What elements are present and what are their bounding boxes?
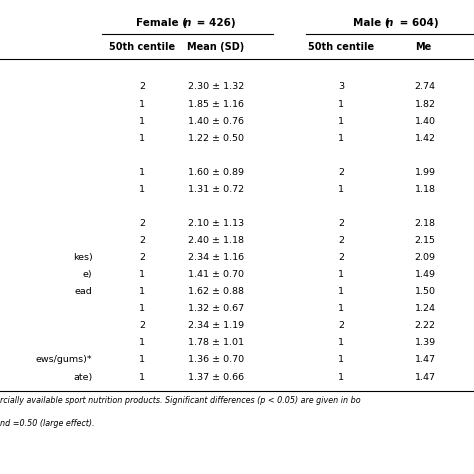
Text: Female (: Female ( — [136, 18, 187, 27]
Text: 1: 1 — [338, 270, 344, 279]
Text: kes): kes) — [73, 253, 92, 262]
Text: 1: 1 — [338, 373, 344, 382]
Text: ate): ate) — [73, 373, 92, 382]
Text: ews/gums)*: ews/gums)* — [36, 356, 92, 365]
Text: 1.40 ± 0.76: 1.40 ± 0.76 — [188, 117, 244, 126]
Text: 50th centile: 50th centile — [308, 42, 374, 52]
Text: 2: 2 — [139, 219, 145, 228]
Text: 1.41 ± 0.70: 1.41 ± 0.70 — [188, 270, 244, 279]
Text: rcially available sport nutrition products. Significant differences (p < 0.05) a: rcially available sport nutrition produc… — [0, 396, 361, 405]
Text: 1.99: 1.99 — [415, 168, 436, 177]
Text: n: n — [183, 18, 191, 27]
Text: 2.22: 2.22 — [415, 321, 436, 330]
Text: ead: ead — [75, 287, 92, 296]
Text: 2: 2 — [338, 253, 344, 262]
Text: 1: 1 — [338, 185, 344, 194]
Text: 2: 2 — [338, 236, 344, 245]
Text: 1.47: 1.47 — [415, 373, 436, 382]
Text: 1: 1 — [338, 117, 344, 126]
Text: 1: 1 — [139, 185, 145, 194]
Text: 1.36 ± 0.70: 1.36 ± 0.70 — [188, 356, 244, 365]
Text: 2: 2 — [139, 236, 145, 245]
Text: 1.78 ± 1.01: 1.78 ± 1.01 — [188, 338, 244, 347]
Text: = 604): = 604) — [396, 18, 438, 27]
Text: 3: 3 — [338, 82, 344, 91]
Text: 2: 2 — [338, 168, 344, 177]
Text: 1.32 ± 0.67: 1.32 ± 0.67 — [188, 304, 244, 313]
Text: 1.47: 1.47 — [415, 356, 436, 365]
Text: e): e) — [83, 270, 92, 279]
Text: 1.31 ± 0.72: 1.31 ± 0.72 — [188, 185, 244, 194]
Text: 1: 1 — [338, 304, 344, 313]
Text: 1.60 ± 0.89: 1.60 ± 0.89 — [188, 168, 244, 177]
Text: 2.15: 2.15 — [415, 236, 436, 245]
Text: 2.40 ± 1.18: 2.40 ± 1.18 — [188, 236, 244, 245]
Text: 2.34 ± 1.16: 2.34 ± 1.16 — [188, 253, 244, 262]
Text: 1.39: 1.39 — [415, 338, 436, 347]
Text: 1.37 ± 0.66: 1.37 ± 0.66 — [188, 373, 244, 382]
Text: 1.40: 1.40 — [415, 117, 436, 126]
Text: n: n — [386, 18, 393, 27]
Text: 1: 1 — [139, 356, 145, 365]
Text: 2: 2 — [139, 321, 145, 330]
Text: 1.22 ± 0.50: 1.22 ± 0.50 — [188, 134, 244, 143]
Text: 1: 1 — [139, 287, 145, 296]
Text: 1: 1 — [139, 134, 145, 143]
Text: Male (: Male ( — [353, 18, 390, 27]
Text: 1.62 ± 0.88: 1.62 ± 0.88 — [188, 287, 244, 296]
Text: 2.34 ± 1.19: 2.34 ± 1.19 — [188, 321, 244, 330]
Text: 1: 1 — [338, 134, 344, 143]
Text: 2.74: 2.74 — [415, 82, 436, 91]
Text: 1: 1 — [139, 100, 145, 109]
Text: 1.85 ± 1.16: 1.85 ± 1.16 — [188, 100, 244, 109]
Text: 1: 1 — [338, 356, 344, 365]
Text: 1: 1 — [139, 270, 145, 279]
Text: 1: 1 — [338, 338, 344, 347]
Text: 2.18: 2.18 — [415, 219, 436, 228]
Text: 2.09: 2.09 — [415, 253, 436, 262]
Text: 1: 1 — [338, 287, 344, 296]
Text: = 426): = 426) — [193, 18, 236, 27]
Text: Me: Me — [415, 42, 431, 52]
Text: 1.42: 1.42 — [415, 134, 436, 143]
Text: 1: 1 — [139, 117, 145, 126]
Text: 2: 2 — [139, 82, 145, 91]
Text: 1: 1 — [338, 100, 344, 109]
Text: Mean (SD): Mean (SD) — [187, 42, 244, 52]
Text: 2.10 ± 1.13: 2.10 ± 1.13 — [188, 219, 244, 228]
Text: 1.50: 1.50 — [415, 287, 436, 296]
Text: 2.30 ± 1.32: 2.30 ± 1.32 — [188, 82, 244, 91]
Text: 1: 1 — [139, 304, 145, 313]
Text: 1.24: 1.24 — [415, 304, 436, 313]
Text: 1: 1 — [139, 373, 145, 382]
Text: 2: 2 — [139, 253, 145, 262]
Text: 1.49: 1.49 — [415, 270, 436, 279]
Text: 50th centile: 50th centile — [109, 42, 175, 52]
Text: 1: 1 — [139, 168, 145, 177]
Text: nd =0.50 (large effect).: nd =0.50 (large effect). — [0, 419, 94, 428]
Text: 2: 2 — [338, 219, 344, 228]
Text: 1.82: 1.82 — [415, 100, 436, 109]
Text: 1: 1 — [139, 338, 145, 347]
Text: 2: 2 — [338, 321, 344, 330]
Text: 1.18: 1.18 — [415, 185, 436, 194]
